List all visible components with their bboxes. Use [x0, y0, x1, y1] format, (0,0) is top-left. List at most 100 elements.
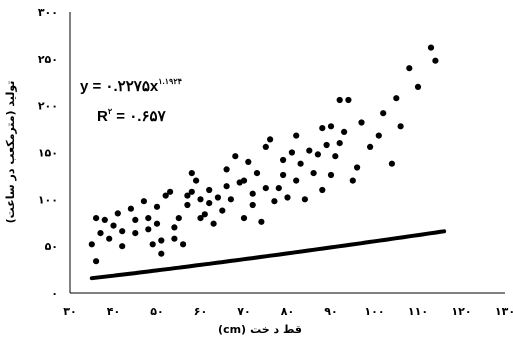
data-point — [127, 205, 134, 212]
data-point — [271, 198, 278, 205]
data-point — [245, 158, 252, 165]
data-point — [341, 128, 348, 135]
data-point — [214, 194, 221, 201]
x-tick-label: ۱۰۰ — [364, 305, 384, 318]
data-point — [240, 177, 248, 184]
data-point — [158, 237, 165, 244]
y-tick-label: ۵۰ — [45, 240, 58, 253]
data-point — [149, 241, 156, 248]
data-point — [153, 203, 161, 210]
y-tick-label: ۱۰۰ — [38, 193, 58, 206]
x-tick-label: ۹۰ — [324, 305, 337, 318]
data-point — [88, 241, 95, 248]
x-tick-label: ۶۰ — [194, 305, 207, 318]
data-point — [397, 123, 404, 130]
x-tick-label: ۵۰ — [150, 305, 163, 318]
data-point — [171, 224, 178, 231]
data-point — [249, 190, 256, 197]
data-point — [427, 44, 435, 51]
data-point — [153, 220, 161, 227]
data-point — [275, 185, 282, 192]
data-point — [119, 243, 126, 250]
data-point — [327, 123, 335, 130]
data-point — [349, 177, 356, 184]
x-tick-label: ۴۰ — [107, 305, 120, 318]
data-points — [88, 44, 439, 265]
data-point — [110, 222, 117, 229]
data-point — [284, 194, 291, 201]
data-point — [175, 215, 182, 222]
data-point — [227, 196, 234, 203]
data-point — [184, 192, 191, 199]
data-point — [293, 177, 300, 184]
x-tick-label: ۱۳۰ — [495, 305, 513, 318]
data-point — [145, 226, 152, 233]
data-point — [180, 241, 187, 248]
data-point — [93, 215, 100, 222]
data-point — [288, 149, 295, 156]
data-point — [306, 147, 313, 154]
data-point — [297, 160, 304, 167]
data-point — [380, 110, 387, 117]
data-point — [197, 215, 204, 222]
x-tick-label: ۱۱۰ — [408, 305, 428, 318]
data-point — [114, 210, 121, 217]
data-point — [280, 171, 287, 179]
data-point — [197, 196, 204, 203]
data-point — [223, 166, 230, 173]
equation-label: y = ۰.۲۲۷۵x۱.۱۹۲۴ — [80, 77, 182, 95]
data-point — [332, 153, 339, 160]
data-point — [262, 185, 269, 192]
y-tick-label: ۲۰۰ — [38, 100, 58, 113]
data-point — [345, 96, 352, 104]
data-point — [101, 216, 108, 223]
data-point — [323, 141, 330, 149]
r-squared-label: R۲ = ۰.۶۵۷ — [97, 107, 167, 125]
y-tick-label: ۳۰۰ — [38, 6, 58, 19]
data-point — [432, 57, 439, 64]
data-point — [132, 230, 139, 237]
data-point — [240, 215, 248, 222]
data-point — [210, 220, 217, 227]
data-point — [188, 170, 195, 177]
data-point — [414, 83, 422, 90]
data-point — [375, 132, 382, 139]
data-point — [188, 188, 195, 195]
data-point — [388, 160, 395, 167]
data-point — [140, 198, 147, 205]
data-point — [132, 216, 139, 223]
y-tick-label: ۲۵۰ — [38, 53, 58, 66]
data-point — [319, 125, 326, 132]
data-point — [97, 230, 104, 237]
data-point — [358, 119, 365, 126]
x-tick-label: ۸۰ — [281, 305, 294, 318]
data-point — [406, 65, 413, 72]
y-axis-title: تولید (مترمکعب در ساعت) — [4, 81, 17, 224]
data-point — [162, 192, 169, 199]
data-point — [167, 188, 174, 195]
data-point — [336, 96, 343, 104]
trendline — [89, 229, 447, 281]
data-point — [171, 235, 178, 242]
data-point — [206, 200, 213, 207]
data-point — [249, 201, 256, 209]
x-tick-label: ۱۲۰ — [451, 305, 471, 318]
data-point — [258, 218, 265, 225]
data-point — [393, 95, 400, 102]
data-point — [267, 136, 274, 143]
data-point — [93, 258, 100, 265]
x-tick-labels: ۳۰ ۴۰ ۵۰ ۶۰ ۷۰ ۸۰ ۹۰ ۱۰۰ ۱۱۰ ۱۲۰ ۱۳۰ — [63, 305, 513, 318]
data-point — [310, 170, 317, 177]
data-point — [193, 177, 200, 184]
data-point — [145, 215, 152, 222]
x-tick-label: ۳۰ — [63, 305, 76, 318]
y-tick-labels: ۰ ۵۰ ۱۰۰ ۱۵۰ ۲۰۰ ۲۵۰ ۳۰۰ — [38, 6, 58, 300]
data-point — [106, 235, 113, 242]
data-point — [184, 201, 191, 209]
data-point — [293, 132, 300, 139]
data-point — [232, 153, 239, 160]
data-point — [206, 186, 213, 194]
plot-area — [69, 12, 505, 294]
data-point — [219, 207, 226, 214]
